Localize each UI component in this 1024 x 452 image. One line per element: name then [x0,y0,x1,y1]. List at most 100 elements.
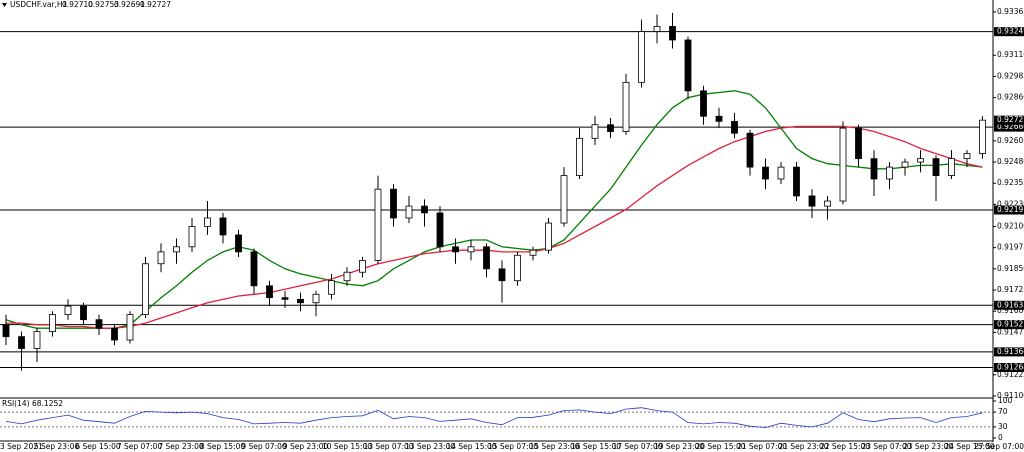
level-tag [994,122,1024,132]
candle-body [142,263,149,316]
candle-body [390,188,397,219]
level-tag [994,300,1024,310]
candle-body [731,120,738,134]
y-tick-label: 0.92355 [997,178,1024,187]
candle-body [111,327,118,341]
candle-body [607,124,614,132]
level-label: 0.91268 [997,363,1024,372]
candle-body [560,175,568,224]
rsi-tick-label: 70 [998,407,1008,416]
x-tick-label: 19 Sep 23:00 [654,442,704,451]
rsi-tick-label: 0 [998,433,1003,442]
level-label: 0.92197 [997,205,1024,214]
rsi-line [5,407,983,429]
candle-body [126,314,134,341]
moving-average [6,125,983,329]
candle-body [421,205,428,214]
candle-body [669,26,676,41]
x-tick-label: 22 Sep 15:00 [820,442,870,451]
x-tick-label: 16 Sep 15:00 [571,442,621,451]
level-tag [994,27,1024,37]
candle-body [638,31,645,83]
x-tick-label: 7 Sep 23:00 [158,442,204,451]
moving-average [5,90,983,329]
candle-body [948,158,955,176]
x-tick-label: 23 Sep 07:00 [861,442,911,451]
candle-body [64,305,72,316]
candle-body [529,249,537,256]
level-label: 0.92686 [997,122,1024,131]
candle-body [297,298,304,304]
level-tag [994,363,1024,373]
current-price-tag [994,115,1024,125]
level-tag [994,347,1024,357]
x-tick-label: 20 Sep 15:00 [695,442,745,451]
x-tick-label: 3 Sep 2021 [0,442,43,451]
candle-body [452,246,459,253]
candle-body [483,246,490,270]
candle-body [839,127,847,202]
candle-body [49,314,56,332]
candle-body [979,119,986,154]
candle-body [18,336,25,349]
x-tick-label: 14 Sep 15:00 [446,442,496,451]
x-tick-label: 21 Sep 23:00 [778,442,828,451]
x-tick-label: 17 Sep 07:00 [612,442,662,451]
candle-body [715,115,723,122]
candle-body [622,81,630,132]
x-tick-label: 13 Sep 07:00 [363,442,413,451]
candle-body [576,137,583,176]
x-tick-label: 10 Sep 15:00 [322,442,372,451]
x-tick-label: 5 Sep 23:00 [34,442,80,451]
candle-body [204,217,211,227]
candle-body [95,319,103,329]
x-tick-label: 15 Sep 23:00 [529,442,579,451]
candle-body [932,158,940,176]
candle-body [808,195,816,207]
x-tick-label: 6 Sep 15:00 [75,442,121,451]
level-label: 0.93249 [997,27,1024,36]
x-tick-label: 27 Sep 07:00 [974,442,1024,451]
x-tick-label: 13 Sep 23:00 [405,442,455,451]
ohlc-open: 0.92710 [62,0,93,9]
menu-arrow[interactable] [2,3,7,7]
candle-body [374,188,382,261]
candle-body [777,166,785,180]
candle-body [498,268,506,282]
rsi-label: RSI(14) [2,399,30,408]
x-tick-label: 9 Sep 07:00 [241,442,287,451]
candle-body [653,26,661,32]
candle-body [467,246,475,253]
candle-body [266,285,273,299]
candle-body [250,251,258,287]
candle-body [2,324,10,338]
candle-body [684,39,692,92]
candle-body [514,254,521,282]
candle-body [343,271,351,282]
level-label: 0.91521 [997,320,1024,329]
candle-body [173,246,180,253]
candle-body [219,217,227,236]
candle-body [405,205,413,219]
candle-body [870,158,878,180]
level-tag [994,205,1024,215]
current-price-label: 0.92727 [997,115,1024,124]
x-tick-label: 15 Sep 07:00 [488,442,538,451]
candle-body [33,331,41,349]
x-tick-label: 21 Sep 07:00 [737,442,787,451]
candle-body [746,132,754,168]
candle-body [917,158,924,163]
candle-body [762,166,769,180]
y-tick-label: 0.91475 [997,327,1024,336]
y-tick-label: 0.92985 [997,71,1024,80]
candle-body [188,226,196,248]
